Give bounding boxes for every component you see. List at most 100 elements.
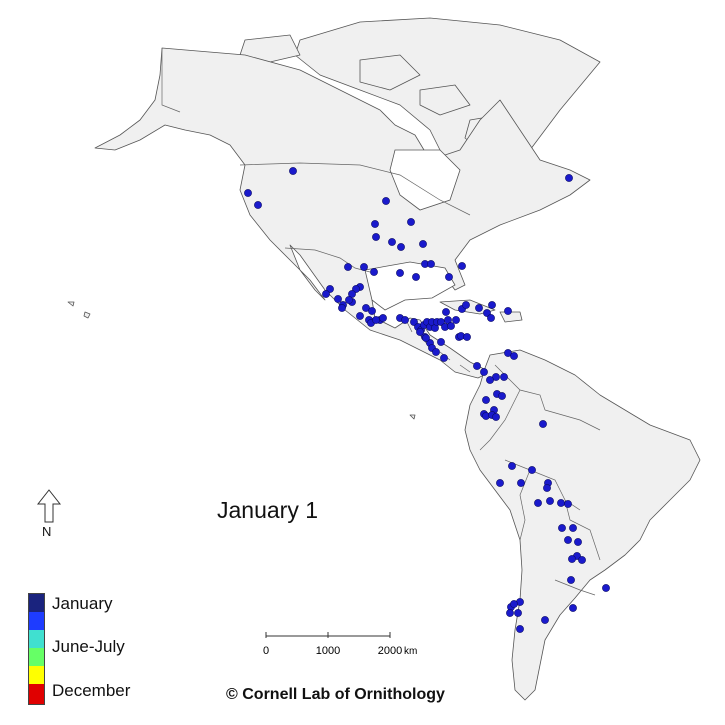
legend-label-june-july: June-July — [52, 637, 125, 656]
observation-dot — [322, 290, 330, 298]
observation-dot — [492, 413, 500, 421]
south-america-borders — [479, 364, 601, 596]
legend-label-january: January — [52, 594, 113, 613]
observation-dot — [558, 524, 566, 532]
scale-tick-1000: 1000 — [316, 645, 340, 657]
observation-dot — [458, 262, 466, 270]
legend-swatch-3 — [29, 630, 44, 648]
observation-dot — [407, 218, 415, 226]
observation-dot — [401, 316, 409, 324]
observation-dot — [565, 174, 573, 182]
observation-dot — [372, 233, 380, 241]
scale-tick-0: 0 — [263, 645, 269, 657]
observation-dot — [496, 479, 504, 487]
observation-dot — [244, 189, 252, 197]
observation-dot — [487, 314, 495, 322]
scale-unit: km — [404, 646, 417, 657]
observation-dot — [557, 499, 565, 507]
observation-dot — [360, 263, 368, 271]
south-america — [464, 349, 701, 701]
observation-dot — [447, 322, 455, 330]
observation-dot — [578, 556, 586, 564]
legend-color-bar — [28, 593, 45, 705]
observation-dot — [356, 312, 364, 320]
date-label: January 1 — [217, 497, 319, 523]
legend-swatch-1 — [29, 594, 44, 612]
observation-dot — [462, 301, 470, 309]
observation-dot — [334, 295, 342, 303]
north-label: N — [42, 524, 52, 539]
observation-dot — [482, 396, 490, 404]
observation-dot — [508, 462, 516, 470]
observation-dot — [445, 273, 453, 281]
observation-dot — [370, 268, 378, 276]
observation-dot — [516, 625, 524, 633]
observation-dot — [546, 497, 554, 505]
hispaniola — [499, 311, 523, 323]
observation-dots — [244, 167, 610, 633]
credit: © Cornell Lab of Ornithology — [226, 686, 445, 703]
observation-dot — [568, 555, 576, 563]
observation-dot — [574, 538, 582, 546]
observation-dot — [500, 373, 508, 381]
legend-swatch-5 — [29, 666, 44, 684]
observation-dot — [569, 524, 577, 532]
observation-dot — [564, 536, 572, 544]
observation-dot — [344, 263, 352, 271]
observation-dot — [539, 420, 547, 428]
observation-dot — [345, 296, 353, 304]
observation-dot — [498, 392, 506, 400]
observation-dot — [254, 201, 262, 209]
legend-swatch-6 — [29, 684, 44, 704]
observation-dot — [437, 338, 445, 346]
observation-dot — [514, 609, 522, 617]
observation-dot — [442, 308, 450, 316]
galapagos — [409, 414, 416, 420]
observation-dot — [396, 269, 404, 277]
observation-dot — [473, 362, 481, 370]
legend-swatch-4 — [29, 648, 44, 666]
hudson-bay — [389, 149, 461, 211]
observation-dot — [510, 600, 518, 608]
observation-dot — [567, 576, 575, 584]
observation-dot — [416, 328, 424, 336]
observation-dot — [517, 479, 525, 487]
alaska-border — [161, 48, 181, 113]
observation-dot — [412, 273, 420, 281]
observation-dot — [480, 368, 488, 376]
observation-dot — [432, 348, 440, 356]
observation-dot — [379, 314, 387, 322]
observation-dot — [338, 304, 346, 312]
observation-dot — [510, 352, 518, 360]
observation-dot — [427, 260, 435, 268]
observation-dot — [564, 500, 572, 508]
legend-swatch-2 — [29, 612, 44, 630]
observation-dot — [602, 584, 610, 592]
observation-dot — [541, 616, 549, 624]
scale-tick-2000: 2000 — [378, 645, 402, 657]
us-mexico-border — [284, 247, 371, 273]
us-canada-border — [239, 162, 471, 216]
observation-dot — [506, 609, 514, 617]
legend-label-december: December — [52, 681, 131, 700]
observation-dot — [504, 307, 512, 315]
observation-dot — [569, 604, 577, 612]
observation-dot — [368, 307, 376, 315]
observation-dot — [382, 197, 390, 205]
hawaii — [67, 301, 91, 319]
observation-dot — [397, 243, 405, 251]
north-arrow-icon — [36, 489, 62, 523]
observation-dot — [452, 316, 460, 324]
observation-dot — [543, 484, 551, 492]
observation-dot — [422, 334, 430, 342]
observation-dot — [534, 499, 542, 507]
observation-dot — [419, 240, 427, 248]
observation-dot — [463, 333, 471, 341]
observation-dot — [486, 376, 494, 384]
observation-dot — [388, 238, 396, 246]
observation-dot — [488, 301, 496, 309]
scale-bar: 0 1000 2000 km — [263, 632, 417, 657]
observation-dot — [528, 466, 536, 474]
